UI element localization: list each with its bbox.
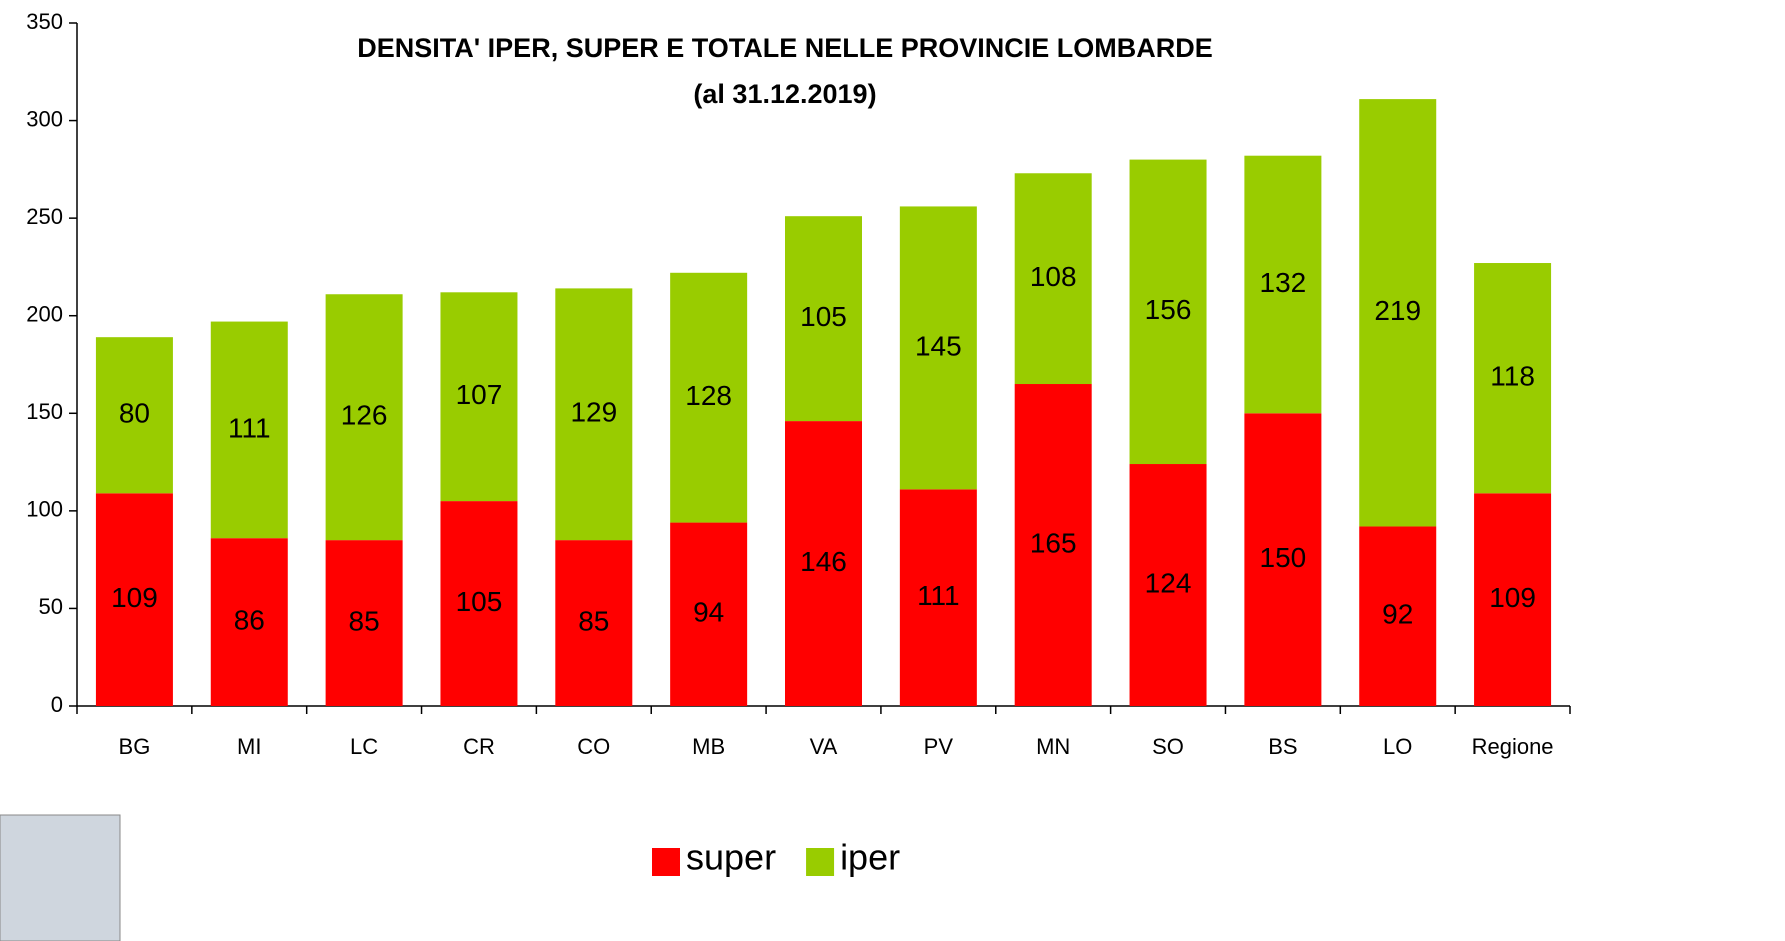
bar-segment xyxy=(325,540,403,706)
data-label: 111 xyxy=(917,580,960,611)
data-label: 129 xyxy=(570,397,617,428)
bar-segment xyxy=(785,216,862,422)
bar-segment xyxy=(1359,99,1437,527)
x-tick-label: CO xyxy=(577,734,610,759)
legend-swatch xyxy=(806,848,835,876)
data-label: 124 xyxy=(1145,567,1192,598)
bar-segment xyxy=(1474,493,1552,706)
bar-segment xyxy=(670,522,748,706)
data-label: 150 xyxy=(1260,542,1307,573)
data-label: 105 xyxy=(800,301,847,332)
x-tick-label: Regione xyxy=(1472,734,1554,759)
x-tick-label: CR xyxy=(463,734,495,759)
data-label: 146 xyxy=(800,546,847,577)
y-tick-label: 0 xyxy=(51,692,63,717)
data-label: 118 xyxy=(1490,361,1535,392)
data-label: 132 xyxy=(1260,267,1307,298)
bar-segment xyxy=(1129,159,1207,465)
data-label: 111 xyxy=(228,412,271,443)
legend-label: iper xyxy=(840,837,900,878)
bar-segment xyxy=(899,489,977,706)
data-label: 108 xyxy=(1030,261,1077,292)
bar-segment xyxy=(1014,384,1092,706)
y-tick-label: 50 xyxy=(39,594,63,619)
x-tick-label: MI xyxy=(237,734,261,759)
y-tick-label: 100 xyxy=(26,497,63,522)
bar-segment xyxy=(785,421,862,706)
bar-segment xyxy=(210,538,288,706)
x-tick-label: LC xyxy=(350,734,378,759)
bar-segment xyxy=(899,206,977,490)
data-label: 145 xyxy=(915,330,962,361)
bar-segment xyxy=(1129,464,1207,706)
data-label: 86 xyxy=(234,604,265,635)
bar-segment xyxy=(1474,263,1552,494)
bar-segment xyxy=(325,294,403,541)
bar-segment xyxy=(1359,526,1437,706)
x-tick-label: MB xyxy=(692,734,725,759)
bar-segment xyxy=(1244,155,1322,414)
data-label: 94 xyxy=(693,597,724,628)
y-tick-label: 350 xyxy=(26,9,63,34)
bar-segment xyxy=(210,321,288,539)
legend-label: super xyxy=(686,837,776,878)
data-label: 92 xyxy=(1382,599,1413,630)
data-label: 107 xyxy=(456,379,503,410)
data-label: 126 xyxy=(341,400,388,431)
thumbnail-image xyxy=(0,814,121,941)
x-tick-label: BG xyxy=(119,734,151,759)
data-label: 109 xyxy=(1489,582,1536,613)
chart-title: DENSITA' IPER, SUPER E TOTALE NELLE PROV… xyxy=(357,33,1213,63)
data-label: 156 xyxy=(1145,294,1192,325)
x-tick-label: BS xyxy=(1268,734,1297,759)
data-label: 85 xyxy=(578,605,609,636)
data-label: 219 xyxy=(1374,295,1421,326)
y-tick-label: 300 xyxy=(26,106,63,131)
data-label: 109 xyxy=(111,582,158,613)
bar-segment xyxy=(1244,413,1322,706)
y-tick-label: 200 xyxy=(26,302,63,327)
legend-swatch xyxy=(652,848,680,876)
x-tick-label: LO xyxy=(1383,734,1412,759)
chart-subtitle: (al 31.12.2019) xyxy=(693,79,876,109)
data-label: 85 xyxy=(349,605,380,636)
data-label: 128 xyxy=(685,380,732,411)
bar-segment xyxy=(440,292,518,502)
bar-segment xyxy=(670,272,748,523)
x-tick-label: MN xyxy=(1036,734,1070,759)
data-label: 165 xyxy=(1030,527,1077,558)
bar-segment xyxy=(555,540,633,706)
bar-segment xyxy=(1014,173,1092,385)
bar-segment xyxy=(440,501,518,706)
x-tick-label: PV xyxy=(924,734,954,759)
bar-segment xyxy=(95,337,173,494)
bar-segment xyxy=(555,288,633,541)
data-label: 80 xyxy=(119,398,150,429)
y-tick-label: 250 xyxy=(26,204,63,229)
data-label: 105 xyxy=(456,586,503,617)
x-tick-label: SO xyxy=(1152,734,1184,759)
y-tick-label: 150 xyxy=(26,399,63,424)
x-tick-label: VA xyxy=(810,734,838,759)
bar-segment xyxy=(95,493,173,706)
